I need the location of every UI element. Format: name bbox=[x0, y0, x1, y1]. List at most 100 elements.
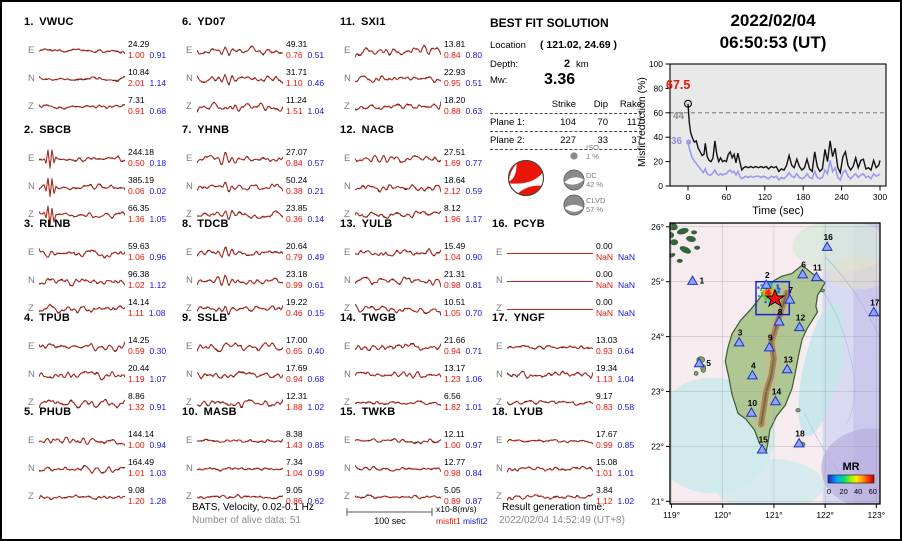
station-marker bbox=[769, 395, 782, 406]
lon-tick-label: 123° bbox=[868, 510, 886, 520]
misfit1-value: 0.36 bbox=[286, 214, 303, 224]
strike-dip-rake-table: Strike Dip Rake Plane 1: 104 70 117 Plan… bbox=[490, 96, 642, 150]
waveform-values: 8.38 1.43 0.85 bbox=[286, 429, 334, 451]
waveform-trace bbox=[507, 370, 593, 380]
station-block: 7. YHNB E 27.07 0.84 0.57 N 50.24 0.38 0.2… bbox=[182, 124, 334, 224]
component-label: N bbox=[186, 181, 193, 192]
waveform-values: 49.31 0.76 0.51 bbox=[286, 39, 334, 61]
waveform-trace bbox=[39, 465, 125, 474]
component-label: Z bbox=[28, 397, 34, 408]
misfit2-value: 1.05 bbox=[149, 214, 167, 224]
waveform-trace bbox=[355, 247, 441, 257]
station-block: 17. YNGF E 13.03 0.93 0.64 N 19.34 1.13 1.… bbox=[492, 312, 644, 412]
station-block: 2. SBCB E 244.18 0.50 0.18 N 385.19 0.06 0… bbox=[24, 124, 176, 226]
waveform-row: E 24.29 1.00 0.91 bbox=[24, 38, 176, 64]
misfit2-value: 1.28 bbox=[149, 496, 167, 506]
station-number-label: 7 bbox=[788, 285, 793, 295]
misfit1-value: 1.20 bbox=[128, 496, 145, 506]
misfit2-value: 0.84 bbox=[465, 468, 483, 478]
waveform-values: 10.84 2.01 1.14 bbox=[128, 67, 176, 89]
misfit1-value: 1.00 bbox=[128, 50, 145, 60]
waveform-values: 15.49 1.04 0.90 bbox=[444, 241, 492, 263]
station-marker bbox=[746, 369, 759, 380]
component-label: E bbox=[28, 153, 35, 164]
component-label: Z bbox=[344, 397, 350, 408]
misfit-legend: misfit1 misfit2 bbox=[436, 516, 488, 526]
misfit2-value: 0.18 bbox=[149, 158, 167, 168]
station-marker bbox=[760, 279, 772, 289]
misfit2-value: 1.01 bbox=[617, 468, 635, 478]
waveform-row: N 31.71 1.10 0.46 bbox=[182, 66, 334, 92]
misfit2-value: 0.91 bbox=[149, 50, 167, 60]
waveform-row: E 13.81 0.84 0.80 bbox=[340, 38, 492, 64]
misfit2-value: 0.51 bbox=[307, 50, 325, 60]
station-header: 5. PHUB bbox=[24, 406, 72, 418]
waveform-values: 13.17 1.23 1.06 bbox=[444, 363, 492, 385]
misfit1-value: 0.46 bbox=[286, 308, 303, 318]
misfit1-value: 0.76 bbox=[286, 50, 303, 60]
waveform-values: 22.93 0.95 0.51 bbox=[444, 67, 492, 89]
mw-value: 3.36 bbox=[544, 71, 576, 88]
amplitude-value: 17.69 bbox=[286, 363, 308, 373]
waveform-values: 7.34 1.04 0.99 bbox=[286, 457, 334, 479]
component-label: Z bbox=[28, 303, 34, 314]
misfit2-value: 1.07 bbox=[149, 374, 167, 384]
misfit2-value: 0.68 bbox=[307, 374, 325, 384]
component-label: N bbox=[186, 463, 193, 474]
waveform-trace bbox=[39, 149, 125, 169]
waveform-row: E 244.18 0.50 0.18 bbox=[24, 146, 176, 172]
misfit2-value: 1.17 bbox=[465, 214, 483, 224]
component-label: Z bbox=[496, 303, 502, 314]
misfit2-value: 0.49 bbox=[307, 252, 325, 262]
misfit2-value: 0.91 bbox=[149, 402, 167, 412]
station-header: 10. MASB bbox=[182, 406, 237, 418]
misfit2-value: 0.51 bbox=[465, 78, 483, 88]
amplitude-value: 15.08 bbox=[596, 457, 618, 467]
misfit-curve-primary bbox=[687, 103, 881, 175]
misfit-curve-secondary bbox=[687, 141, 881, 182]
station-number-label: 2 bbox=[765, 270, 770, 280]
amplitude-value: 6.56 bbox=[444, 391, 461, 401]
amplitude-value: 20.64 bbox=[286, 241, 308, 251]
misfit1-value: 0.84 bbox=[286, 158, 303, 168]
misfit2-value: 0.71 bbox=[465, 346, 483, 356]
amplitude-value: 13.81 bbox=[444, 39, 466, 49]
amplitude-value: 10.51 bbox=[444, 297, 466, 307]
misfit1-value: 0.83 bbox=[596, 402, 613, 412]
mw-label: Mw: bbox=[490, 75, 508, 86]
misfit2-value: 0.94 bbox=[149, 440, 167, 450]
misfit1-value: NaN bbox=[596, 280, 614, 290]
station-marker bbox=[693, 357, 705, 368]
peak-misfit-label: 67.5 bbox=[666, 78, 691, 92]
amplitude-value: 8.86 bbox=[128, 391, 145, 401]
clvd-pct: 57 % bbox=[586, 205, 604, 214]
station-marker bbox=[793, 321, 806, 332]
misfit2-value: 0.81 bbox=[465, 280, 483, 290]
component-label: N bbox=[344, 463, 351, 474]
component-label: N bbox=[496, 275, 503, 286]
lat-tick-label: 26° bbox=[651, 222, 664, 232]
waveform-trace bbox=[197, 45, 283, 57]
misfit-grid-cluster bbox=[757, 281, 781, 304]
amplitude-value: 14.14 bbox=[128, 297, 150, 307]
waveform-values: 7.31 0.91 0.68 bbox=[128, 95, 176, 117]
waveform-values: 8.86 1.32 0.91 bbox=[128, 391, 176, 413]
svg-text:40: 40 bbox=[654, 132, 664, 142]
misfit1-value: 0.93 bbox=[596, 346, 613, 356]
misfit1-value: 0.94 bbox=[444, 346, 461, 356]
svg-text:100: 100 bbox=[649, 59, 663, 69]
amplitude-value: 9.08 bbox=[128, 485, 145, 495]
misfit1-value: NaN bbox=[596, 252, 614, 262]
waveform-values: 17.69 0.94 0.68 bbox=[286, 363, 334, 385]
event-datetime: 2022/02/04 06:50:53 (UT) bbox=[642, 10, 900, 54]
waveform-values: 14.14 1.11 1.08 bbox=[128, 297, 176, 319]
waveform-row: N 21.31 0.98 0.81 bbox=[340, 268, 492, 294]
colorbar-label: MR bbox=[842, 461, 859, 473]
station-marker bbox=[810, 271, 823, 282]
dc-pct: 42 % bbox=[586, 180, 604, 189]
amplitude-value: 3.84 bbox=[596, 485, 613, 495]
waveform-trace bbox=[507, 399, 593, 407]
amplitude-value: 9.17 bbox=[596, 391, 613, 401]
component-label: Z bbox=[344, 101, 350, 112]
waveform-row: E 15.49 1.04 0.90 bbox=[340, 240, 492, 266]
